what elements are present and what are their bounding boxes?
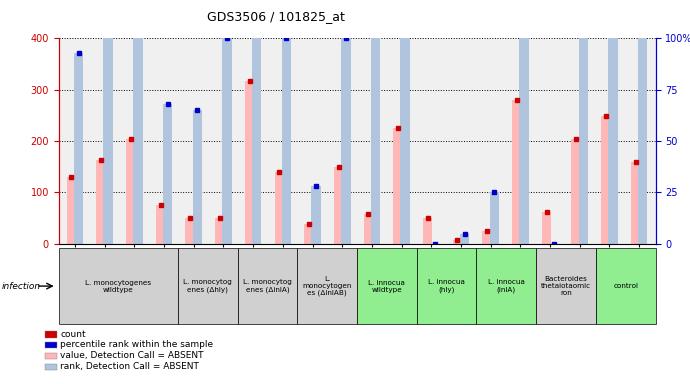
Text: L. monocytog
enes (Δhly): L. monocytog enes (Δhly) [184, 279, 233, 293]
Bar [97, 160, 106, 244]
Bar [460, 233, 469, 244]
Bar [74, 53, 83, 244]
Text: GDS3506 / 101825_at: GDS3506 / 101825_at [207, 10, 345, 23]
Bar [334, 167, 344, 244]
Bar [215, 218, 225, 244]
Text: L. innocua
wildtype: L. innocua wildtype [368, 280, 405, 293]
Bar [163, 104, 172, 244]
Bar [371, 0, 380, 244]
Text: count: count [60, 329, 86, 339]
Bar [423, 218, 433, 244]
Text: L. monocytogenes
wildtype: L. monocytogenes wildtype [86, 280, 151, 293]
Bar [67, 177, 76, 244]
Text: L.
monocytogen
es (ΔinlAB): L. monocytogen es (ΔinlAB) [302, 276, 352, 296]
Bar [133, 0, 143, 244]
Text: infection: infection [1, 281, 41, 291]
Bar [341, 38, 351, 244]
Bar [156, 205, 165, 244]
Bar [519, 0, 529, 244]
Text: L. monocytog
enes (ΔinlA): L. monocytog enes (ΔinlA) [243, 279, 292, 293]
Bar [482, 231, 492, 244]
Text: Bacteroides
thetaiotaomic
ron: Bacteroides thetaiotaomic ron [541, 276, 591, 296]
Bar [282, 38, 291, 244]
Bar [186, 218, 195, 244]
Bar [393, 128, 403, 244]
Bar [609, 0, 618, 244]
Text: rank, Detection Call = ABSENT: rank, Detection Call = ABSENT [60, 362, 199, 371]
Bar [222, 38, 232, 244]
Bar [193, 110, 202, 244]
Bar [601, 116, 611, 244]
Bar [245, 81, 255, 244]
Text: L. innocua
(hly): L. innocua (hly) [428, 279, 465, 293]
Bar [364, 214, 373, 244]
Bar [571, 139, 581, 244]
Bar [275, 172, 284, 244]
Bar [126, 139, 135, 244]
Text: L. innocua
(inlA): L. innocua (inlA) [488, 279, 524, 293]
Text: percentile rank within the sample: percentile rank within the sample [60, 340, 213, 349]
Bar [512, 100, 522, 244]
Bar [453, 240, 462, 244]
Bar [252, 0, 262, 244]
Bar [631, 162, 640, 244]
Bar [579, 0, 588, 244]
Bar [542, 212, 551, 244]
Bar [104, 28, 113, 244]
Bar [638, 18, 647, 244]
Bar [489, 192, 499, 244]
Bar [311, 186, 321, 244]
Text: value, Detection Call = ABSENT: value, Detection Call = ABSENT [60, 351, 204, 360]
Bar [400, 0, 410, 244]
Bar [304, 224, 314, 244]
Text: control: control [613, 283, 638, 289]
